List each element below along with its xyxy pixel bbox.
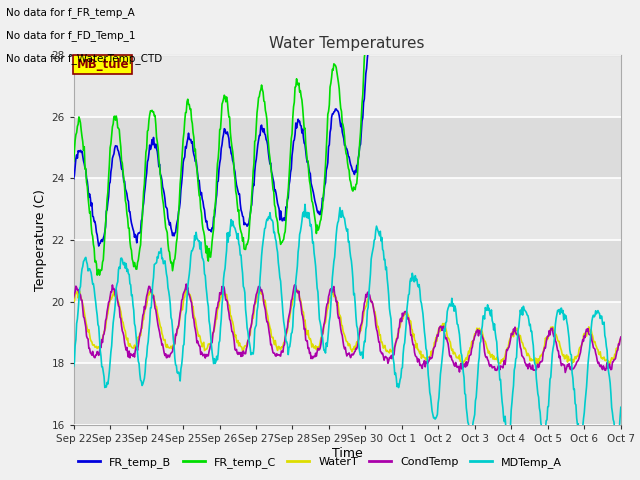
Bar xyxy=(74,117,621,179)
Bar xyxy=(74,240,621,301)
Bar xyxy=(74,363,621,425)
Text: No data for f_WaterTemp_CTD: No data for f_WaterTemp_CTD xyxy=(6,53,163,64)
Text: MB_tule: MB_tule xyxy=(76,58,129,71)
X-axis label: Time: Time xyxy=(332,446,363,460)
Legend: FR_temp_B, FR_temp_C, WaterT, CondTemp, MDTemp_A: FR_temp_B, FR_temp_C, WaterT, CondTemp, … xyxy=(74,452,566,472)
Text: No data for f_FD_Temp_1: No data for f_FD_Temp_1 xyxy=(6,30,136,41)
Text: No data for f_FR_temp_A: No data for f_FR_temp_A xyxy=(6,7,135,18)
Title: Water Temperatures: Water Temperatures xyxy=(269,36,425,51)
Y-axis label: Temperature (C): Temperature (C) xyxy=(34,189,47,291)
